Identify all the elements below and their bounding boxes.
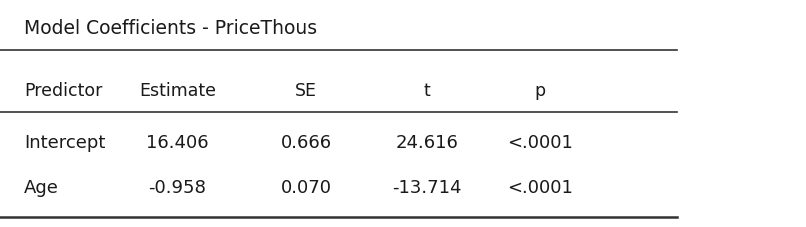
Text: 0.666: 0.666 [280, 133, 332, 151]
Text: Predictor: Predictor [24, 82, 102, 100]
Text: Intercept: Intercept [24, 133, 106, 151]
Text: -13.714: -13.714 [393, 178, 462, 196]
Text: Age: Age [24, 178, 59, 196]
Text: 24.616: 24.616 [396, 133, 459, 151]
Text: SE: SE [295, 82, 318, 100]
Text: 16.406: 16.406 [146, 133, 209, 151]
Text: <.0001: <.0001 [507, 178, 573, 196]
Text: Model Coefficients - PriceThous: Model Coefficients - PriceThous [24, 19, 318, 38]
Text: 0.070: 0.070 [280, 178, 332, 196]
Text: p: p [534, 82, 546, 100]
Text: -0.958: -0.958 [148, 178, 206, 196]
Text: <.0001: <.0001 [507, 133, 573, 151]
Text: t: t [424, 82, 430, 100]
Text: Estimate: Estimate [139, 82, 216, 100]
